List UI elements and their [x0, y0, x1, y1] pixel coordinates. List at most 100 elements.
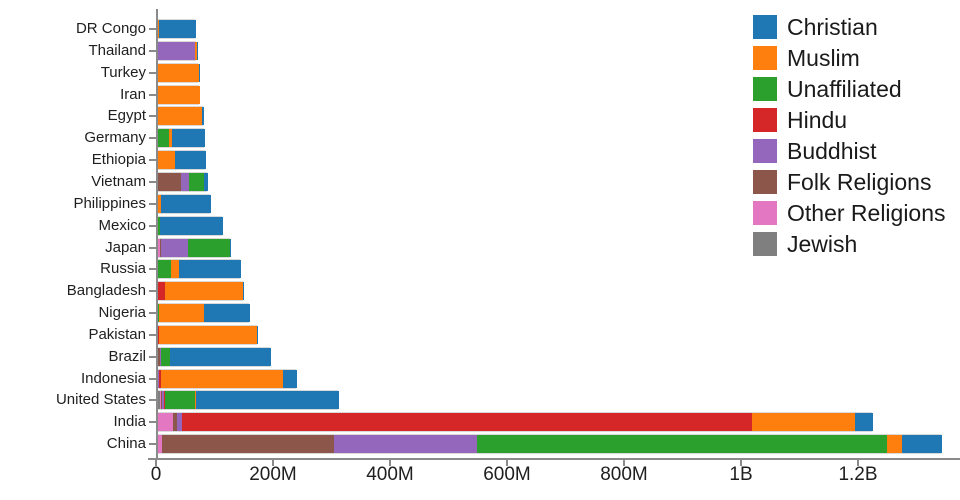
x-tick-mark-400m: [389, 460, 391, 466]
y-tick-label-thailand: Thailand: [88, 41, 146, 59]
bar-segment-indonesia-buddhist: [157, 369, 159, 388]
y-tick-label-united-states: United States: [55, 391, 146, 409]
bar-segment-nigeria-muslim: [158, 304, 204, 323]
chart-row-indonesia: Indonesia: [0, 368, 960, 389]
chart-row-turkey: Turkey: [0, 62, 960, 83]
bar-segment-japan-buddhist: [160, 238, 188, 257]
bar-segment-pakistan-muslim: [158, 325, 257, 344]
bar-segment-india-hindu: [181, 413, 752, 432]
legend-item-folk-religions: Folk Religions: [753, 168, 946, 195]
bar-india: [156, 412, 874, 433]
x-tick-mark-1b: [740, 460, 742, 466]
bar-segment-united-states-unaffiliated: [164, 391, 195, 410]
y-tick-label-ethiopia: Ethiopia: [91, 151, 146, 169]
bar-segment-united-states-other-religions: [160, 391, 162, 410]
bar-segment-united-states-hindu: [163, 391, 165, 410]
legend-label-folk-religions: Folk Religions: [787, 168, 932, 195]
y-tick-mark: [149, 202, 156, 205]
legend-item-muslim: Muslim: [753, 45, 946, 71]
bar-segment-india-buddhist: [176, 413, 182, 432]
bar-segment-india-muslim: [752, 413, 856, 432]
bar-segment-russia-unaffiliated: [157, 260, 171, 279]
bar-segment-philippines-muslim: [157, 194, 161, 213]
bar-indonesia: [156, 368, 298, 389]
y-tick-mark: [149, 333, 156, 336]
x-tick-mark-600m: [506, 460, 508, 466]
y-tick-label-mexico: Mexico: [98, 216, 146, 234]
y-tick-mark: [149, 115, 156, 118]
chart-row-brazil: Brazil: [0, 346, 960, 367]
y-tick-mark: [149, 290, 156, 293]
bar-segment-thailand-buddhist: [157, 41, 195, 60]
x-tick-mark-800m: [623, 460, 625, 466]
y-tick-mark: [149, 28, 156, 30]
bar-japan: [156, 237, 231, 258]
legend-label-hindu: Hindu: [787, 106, 848, 133]
chart-row-germany: Germany: [0, 128, 960, 149]
chart-row-thailand: Thailand: [0, 40, 960, 61]
bar-bangladesh: [156, 281, 244, 302]
y-tick-mark: [149, 49, 156, 52]
bar-vietnam: [156, 171, 209, 192]
bar-segment-philippines-christian: [160, 194, 212, 213]
bar-brazil: [156, 346, 271, 367]
y-tick-label-china: China: [106, 435, 146, 453]
bar-segment-germany-muslim: [169, 129, 172, 148]
bar-segment-japan-other-religions: [157, 238, 161, 257]
bar-segment-bangladesh-hindu: [157, 282, 166, 301]
y-tick-label-india: India: [113, 413, 146, 431]
y-tick-label-dr-congo: DR Congo: [75, 20, 146, 37]
bar-united-states: [156, 390, 339, 411]
bar-segment-turkey-muslim: [157, 63, 200, 82]
bar-segment-egypt-christian: [202, 107, 205, 126]
bar-segment-dr-congo-muslim: [157, 20, 159, 38]
bar-segment-india-folk-religions: [173, 413, 177, 432]
x-tick-label-200m: 200M: [249, 464, 297, 485]
bar-segment-vietnam-folk-religions: [157, 172, 181, 191]
bar-mexico: [156, 215, 224, 236]
legend-item-buddhist: Buddhist: [753, 138, 946, 164]
y-tick-label-brazil: Brazil: [108, 347, 146, 365]
bar-segment-china-muslim: [887, 435, 902, 454]
chart-row-nigeria: Nigeria: [0, 303, 960, 324]
y-axis-line: [156, 9, 158, 459]
bar-nigeria: [156, 303, 250, 324]
x-tick-label-1b: 1B: [729, 464, 753, 485]
x-tick-label-800m: 800M: [600, 464, 648, 485]
bar-turkey: [156, 62, 200, 83]
x-tick-label-1-2b: 1.2B: [838, 464, 878, 485]
bar-thailand: [156, 40, 198, 61]
y-tick-mark: [149, 421, 156, 424]
legend-swatch-hindu: [753, 108, 777, 132]
y-tick-label-nigeria: Nigeria: [98, 304, 146, 322]
bar-egypt: [156, 106, 205, 127]
legend-label-christian: Christian: [787, 13, 878, 40]
legend-swatch-folk-religions: [753, 170, 777, 194]
bar-segment-thailand-muslim: [194, 41, 198, 60]
y-tick-mark: [149, 443, 156, 446]
bar-germany: [156, 128, 206, 149]
chart-row-philippines: Philippines: [0, 193, 960, 214]
bar-segment-dr-congo-christian: [158, 20, 196, 38]
y-tick-label-philippines: Philippines: [73, 194, 146, 212]
y-tick-mark: [149, 224, 156, 227]
y-tick-mark: [149, 159, 156, 162]
chart-row-india: India: [0, 412, 960, 433]
legend-label-other-religions: Other Religions: [787, 199, 946, 226]
legend-item-christian: Christian: [753, 13, 946, 40]
bar-segment-china-unaffiliated: [477, 435, 888, 454]
y-tick-label-pakistan: Pakistan: [88, 325, 146, 343]
bar-segment-russia-christian: [179, 260, 241, 279]
bar-segment-nigeria-christian: [203, 304, 250, 323]
y-tick-mark: [149, 268, 156, 271]
y-tick-mark: [149, 246, 156, 249]
y-tick-mark: [149, 93, 156, 96]
y-tick-label-russia: Russia: [100, 260, 146, 278]
bar-segment-russia-muslim: [170, 260, 180, 279]
legend-item-hindu: Hindu: [753, 106, 946, 133]
chart-row-mexico: Mexico: [0, 215, 960, 236]
chart-row-egypt: Egypt: [0, 106, 960, 127]
legend-item-unaffiliated: Unaffiliated: [753, 76, 946, 102]
y-tick-label-vietnam: Vietnam: [91, 172, 146, 190]
